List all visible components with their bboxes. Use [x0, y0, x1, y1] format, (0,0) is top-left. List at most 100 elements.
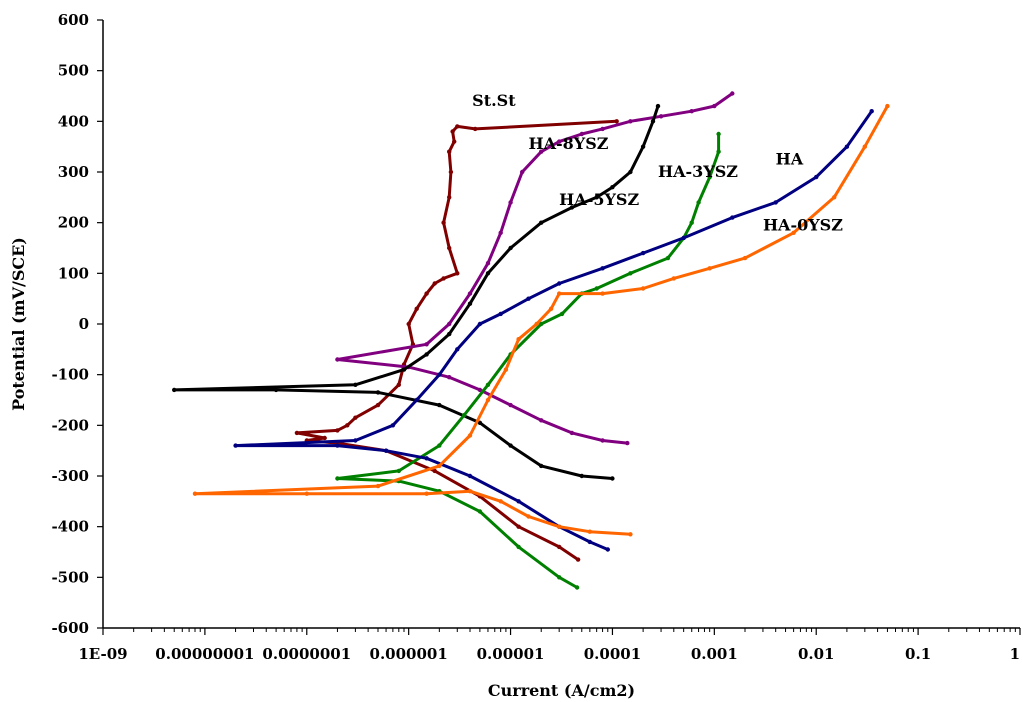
- data-point: [516, 524, 521, 529]
- data-point: [455, 124, 460, 129]
- data-point: [665, 255, 671, 261]
- data-point: [335, 443, 340, 448]
- x-tick-label: 0.1: [905, 645, 931, 663]
- series-label-ha: HA: [776, 149, 804, 168]
- data-point: [455, 271, 460, 276]
- data-point: [375, 483, 381, 489]
- y-tick-label: -500: [51, 568, 89, 586]
- x-tick-label: 0.000001: [370, 645, 448, 663]
- y-tick-label: 0: [79, 315, 89, 333]
- data-point: [716, 149, 721, 154]
- data-point: [716, 131, 721, 137]
- series-labels: St.St HA-8YSZ HA-5YSZ HA-3YSZ HA HA-0YSZ: [472, 91, 843, 234]
- y-axis-title: Potential (mV/SCE): [9, 237, 28, 411]
- x-axis-title: Current (A/cm2): [488, 681, 635, 700]
- data-point: [172, 387, 177, 393]
- data-point: [414, 397, 419, 403]
- series-label-st-st: St.St: [472, 91, 516, 110]
- data-point: [273, 387, 279, 393]
- data-point: [526, 296, 531, 301]
- data-point: [600, 438, 605, 443]
- data-point: [658, 114, 664, 119]
- data-point: [345, 423, 350, 428]
- data-point: [508, 443, 513, 448]
- data-point: [557, 281, 562, 286]
- data-point: [832, 195, 837, 200]
- series-ha-3ysz: [335, 131, 721, 590]
- data-point: [396, 468, 401, 474]
- data-point: [467, 433, 473, 438]
- data-point: [447, 195, 452, 200]
- series-line-ha-0ysz: [193, 104, 889, 536]
- data-point: [485, 261, 491, 266]
- data-point: [600, 291, 605, 296]
- data-point: [569, 430, 575, 436]
- series-line-ha: [234, 109, 874, 551]
- data-point: [569, 205, 575, 210]
- data-point: [401, 367, 407, 372]
- data-point: [650, 119, 656, 124]
- data-point: [447, 149, 452, 154]
- data-point: [587, 539, 592, 545]
- data-point: [304, 491, 309, 496]
- data-point: [467, 473, 473, 479]
- series-ha: [233, 109, 874, 552]
- data-point: [869, 109, 874, 114]
- x-tick-label: 0.00000001: [155, 645, 254, 663]
- data-point: [485, 382, 491, 387]
- data-point: [600, 126, 605, 132]
- data-point: [696, 200, 701, 205]
- data-point: [437, 372, 442, 377]
- data-point: [640, 286, 646, 291]
- y-tick-label: -600: [51, 619, 89, 637]
- data-point: [791, 230, 796, 235]
- data-point: [233, 443, 238, 448]
- data-point: [610, 476, 615, 481]
- data-point: [375, 402, 381, 408]
- data-point: [447, 375, 452, 380]
- data-point: [707, 174, 712, 180]
- data-point: [594, 195, 599, 200]
- data-point: [447, 321, 452, 327]
- data-point: [452, 139, 457, 144]
- data-point: [742, 255, 748, 261]
- data-point: [335, 357, 340, 362]
- data-point: [455, 347, 460, 352]
- data-point: [844, 144, 850, 149]
- data-point: [557, 524, 562, 529]
- data-point: [448, 169, 454, 175]
- data-point: [353, 415, 358, 420]
- data-point: [689, 109, 694, 114]
- data-point: [498, 499, 503, 504]
- data-point: [450, 129, 455, 134]
- data-point: [437, 402, 442, 408]
- data-point: [424, 491, 429, 496]
- axes: 600 500 400 300 200 100 0 -100 -200 -300 -400 -500 -…: [51, 11, 1021, 663]
- data-point: [477, 321, 483, 327]
- data-point: [396, 382, 401, 387]
- data-point: [730, 91, 735, 96]
- data-point: [557, 575, 562, 580]
- data-point: [437, 463, 442, 469]
- y-tick-label: 400: [58, 112, 89, 130]
- data-point: [503, 367, 509, 372]
- data-point: [712, 103, 717, 109]
- series-ha-5ysz: [172, 103, 661, 481]
- data-point: [587, 529, 592, 534]
- data-point: [353, 438, 358, 443]
- series-line-ha-5ysz: [172, 104, 660, 480]
- data-point: [485, 271, 491, 276]
- data-point: [640, 144, 646, 149]
- data-point: [539, 463, 544, 469]
- data-point: [605, 547, 610, 552]
- data-point: [424, 456, 429, 461]
- data-point: [322, 435, 327, 441]
- data-point: [539, 220, 544, 225]
- data-point: [424, 352, 429, 357]
- y-tick-label: 500: [58, 62, 89, 80]
- data-point: [473, 126, 478, 132]
- data-point: [579, 131, 584, 137]
- data-point: [467, 301, 473, 306]
- data-point: [508, 402, 513, 408]
